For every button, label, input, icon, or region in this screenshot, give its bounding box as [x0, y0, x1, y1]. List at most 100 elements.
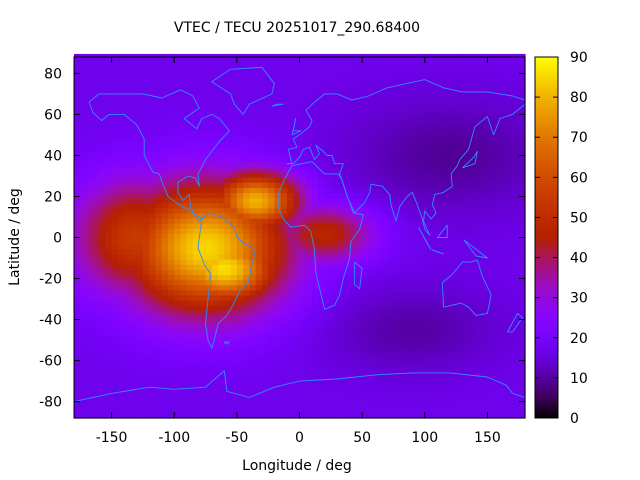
heatmap-cell	[418, 402, 426, 409]
heatmap-cell	[167, 259, 175, 265]
heatmap-cell	[405, 228, 413, 234]
heatmap-cell	[474, 361, 482, 368]
heatmap-cell	[362, 341, 369, 347]
heatmap-cell	[155, 197, 163, 204]
heatmap-cell	[193, 325, 200, 332]
heatmap-cell	[412, 371, 420, 378]
heatmap-cell	[512, 412, 520, 419]
heatmap-cell	[355, 74, 363, 81]
heatmap-cell	[493, 212, 501, 219]
heatmap-cell	[474, 402, 482, 409]
heatmap-cell	[431, 300, 438, 306]
heatmap-cell	[337, 202, 344, 209]
heatmap-cell	[130, 59, 138, 65]
heatmap-cell	[468, 253, 476, 260]
heatmap-cell	[218, 100, 225, 106]
heatmap-cell	[512, 366, 520, 373]
heatmap-cell	[236, 330, 244, 337]
heatmap-cell	[92, 371, 100, 378]
heatmap-cell	[218, 233, 225, 240]
heatmap-cell	[193, 279, 200, 286]
heatmap-cell	[155, 351, 163, 358]
heatmap-cell	[318, 325, 326, 332]
heatmap-cell	[374, 74, 382, 81]
heatmap-cell	[136, 243, 144, 250]
heatmap-cell	[130, 192, 138, 199]
heatmap-cell	[299, 212, 307, 219]
heatmap-cell	[324, 310, 332, 317]
heatmap-cell	[180, 320, 188, 327]
heatmap-cell	[474, 69, 482, 76]
heatmap-cell	[205, 274, 213, 281]
heatmap-cell	[349, 202, 357, 209]
heatmap-cell	[405, 146, 413, 152]
heatmap-cell	[167, 392, 175, 399]
heatmap-cell	[136, 269, 144, 276]
heatmap-cell	[481, 110, 489, 117]
heatmap-cell	[136, 248, 144, 255]
heatmap-cell	[268, 161, 276, 168]
heatmap-cell	[437, 207, 445, 214]
heatmap-cell	[161, 166, 169, 173]
heatmap-cell	[286, 397, 294, 404]
heatmap-cell	[405, 223, 413, 229]
heatmap-cell	[174, 361, 182, 368]
heatmap-cell	[205, 166, 213, 173]
heatmap-cell	[105, 305, 113, 311]
heatmap-cell	[493, 182, 501, 188]
heatmap-cell	[499, 361, 507, 368]
heatmap-cell	[449, 264, 457, 270]
heatmap-cell	[167, 105, 175, 111]
heatmap-cell	[218, 212, 225, 219]
heatmap-cell	[324, 110, 332, 117]
heatmap-cell	[487, 238, 495, 245]
heatmap-cell	[180, 84, 188, 91]
heatmap-cell	[462, 407, 470, 414]
heatmap-cell	[105, 310, 113, 317]
heatmap-cell	[230, 238, 238, 245]
heatmap-cell	[449, 305, 457, 311]
heatmap-cell	[474, 171, 482, 178]
heatmap-cell	[330, 64, 338, 70]
heatmap-cell	[412, 105, 420, 111]
heatmap-cell	[268, 69, 276, 76]
heatmap-cell	[142, 294, 150, 301]
heatmap-cell	[255, 412, 263, 419]
heatmap-cell	[324, 202, 332, 209]
heatmap-cell	[368, 161, 376, 168]
heatmap-cell	[312, 356, 319, 363]
heatmap-cell	[199, 94, 207, 101]
heatmap-cell	[431, 120, 438, 127]
heatmap-cell	[186, 402, 194, 409]
heatmap-cell	[462, 366, 470, 373]
heatmap-cell	[355, 397, 363, 404]
heatmap-cell	[424, 187, 432, 193]
heatmap-cell	[474, 156, 482, 163]
heatmap-cell	[255, 69, 263, 76]
heatmap-cell	[312, 402, 319, 409]
heatmap-cell	[193, 202, 200, 209]
heatmap-cell	[111, 84, 119, 91]
heatmap-cell	[405, 59, 413, 65]
heatmap-cell	[412, 243, 420, 250]
heatmap-cell	[142, 274, 150, 281]
heatmap-cell	[224, 371, 232, 378]
heatmap-cell	[318, 412, 326, 419]
heatmap-cell	[424, 197, 432, 204]
heatmap-cell	[249, 248, 257, 255]
heatmap-cell	[74, 84, 81, 91]
heatmap-cell	[299, 141, 307, 147]
heatmap-cell	[92, 305, 100, 311]
heatmap-cell	[487, 284, 495, 291]
heatmap-cell	[92, 176, 100, 183]
heatmap-cell	[167, 94, 175, 101]
heatmap-cell	[337, 356, 344, 363]
heatmap-cell	[393, 320, 401, 327]
heatmap-cell	[255, 84, 263, 91]
heatmap-cell	[412, 279, 420, 286]
heatmap-cell	[499, 274, 507, 281]
heatmap-cell	[437, 361, 445, 368]
heatmap-cell	[412, 89, 420, 96]
heatmap-cell	[255, 366, 263, 373]
heatmap-cell	[380, 156, 388, 163]
